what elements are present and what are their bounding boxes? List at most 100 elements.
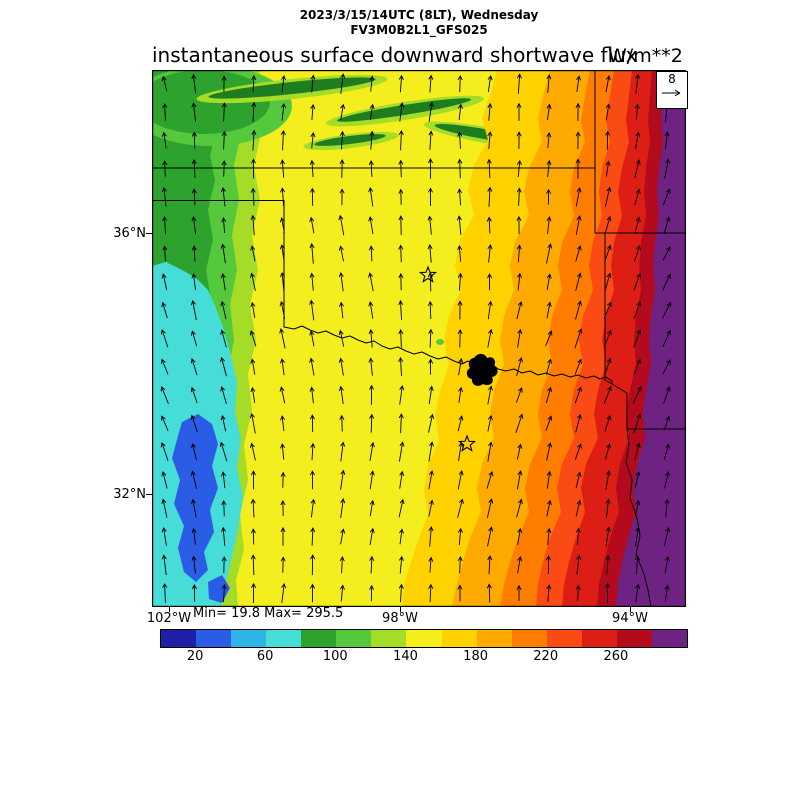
wind-arrow [161, 273, 168, 291]
wind-arrow [604, 186, 612, 207]
wind-arrow [161, 470, 168, 489]
wind-arrow [517, 555, 523, 574]
wind-arrow [398, 583, 404, 603]
wind-arrow [546, 442, 553, 461]
wind-arrow [368, 357, 374, 376]
wind-arrow [605, 443, 611, 460]
wind-arrow [458, 441, 464, 462]
wind-arrow [516, 356, 523, 377]
wind-arrow [309, 187, 315, 206]
colorbar-cell [161, 630, 197, 647]
quiver-key-value: 8 [668, 72, 676, 86]
wind-arrow [220, 186, 226, 207]
wind-arrow [664, 131, 670, 150]
wind-arrow [546, 159, 552, 178]
valid-time-label: 2023/3/15/14UTC (8LT), Wednesday [299, 8, 539, 22]
wind-arrow [369, 555, 375, 574]
wind-arrow [369, 75, 375, 92]
wind-arrow [160, 441, 169, 462]
wind-arrow [338, 271, 344, 292]
lon-tick-98w [400, 607, 401, 612]
wind-arrow [280, 500, 286, 517]
wind-arrow [190, 414, 198, 432]
wind-arrow [603, 329, 612, 348]
wind-arrow [546, 132, 552, 149]
wind-arrow [279, 358, 285, 375]
red-river [283, 325, 613, 385]
wind-arrow [191, 442, 197, 461]
wind-arrow [339, 159, 345, 178]
colorbar-cell [266, 630, 302, 647]
wind-arrow [575, 187, 582, 207]
wind-arrow [427, 158, 433, 179]
wind-arrow [486, 470, 494, 489]
wind-arrow [191, 215, 197, 235]
wind-arrow [280, 129, 286, 151]
wind-arrow [162, 582, 168, 603]
wind-arrow [487, 75, 493, 93]
wind-arrow [457, 498, 464, 518]
wind-arrow [633, 273, 642, 291]
wind-arrow [191, 555, 197, 574]
wind-arrow [487, 244, 493, 263]
colorbar-cell [301, 630, 337, 647]
lon-tick-102w [169, 607, 170, 612]
wind-arrow [662, 329, 671, 347]
wind-arrow [309, 242, 315, 264]
wind-arrow [663, 443, 671, 460]
wind-arrow [369, 384, 375, 405]
wind-arrow [663, 386, 671, 404]
wind-arrow [663, 526, 671, 546]
colorbar-tick-label: 60 [256, 649, 274, 664]
wind-arrow [309, 272, 315, 291]
wind-arrow [250, 245, 256, 262]
wind-arrow [369, 130, 375, 150]
wind-arrow [161, 131, 167, 149]
wind-arrow [604, 215, 612, 235]
wind-arrow [310, 498, 316, 518]
wind-arrow [457, 527, 463, 545]
wind-arrow [309, 159, 315, 178]
wind-arrow [664, 158, 671, 179]
wind-arrow [162, 160, 168, 177]
wind-arrow [457, 415, 464, 432]
wind-arrow [516, 470, 523, 490]
wind-arrow [546, 470, 552, 489]
wind-arrow [576, 554, 582, 575]
wind-arrow [368, 272, 374, 292]
wind-arrow [161, 301, 168, 319]
wind-arrow [662, 359, 671, 375]
state-borders [152, 70, 686, 607]
wind-arrow [161, 358, 169, 375]
wind-arrow [162, 102, 168, 121]
wind-arrow [221, 499, 227, 517]
wind-arrow [575, 102, 581, 121]
lat-tick-32n [146, 494, 152, 495]
wind-arrow [369, 413, 375, 433]
wind-arrow [161, 554, 167, 576]
wind-arrow [251, 158, 256, 179]
wind-arrow [280, 471, 286, 488]
wind-arrow [339, 188, 345, 206]
wind-arrow [634, 471, 641, 489]
wind-arrow [309, 386, 315, 404]
wind-arrow [634, 442, 641, 461]
wind-arrow [191, 498, 197, 518]
wind-arrow [279, 244, 285, 263]
wind-arrow [605, 470, 611, 490]
wind-arrow [369, 527, 375, 545]
wind-arrow [221, 583, 227, 603]
wind-arrow [398, 215, 404, 235]
wind-arrow [546, 216, 552, 235]
colorbar-cell [476, 630, 512, 647]
wind-arrow [310, 554, 316, 576]
wind-arrow [220, 329, 227, 348]
colorbar-tick-label: 220 [533, 649, 559, 664]
wind-arrow [251, 582, 257, 604]
wind-arrow [428, 328, 434, 348]
wind-arrow [428, 385, 434, 405]
wind-arrow [191, 73, 197, 94]
lon-tick-label-98w: 98°W [382, 611, 418, 626]
wind-arrow [399, 528, 404, 545]
wind-arrow [604, 414, 612, 432]
